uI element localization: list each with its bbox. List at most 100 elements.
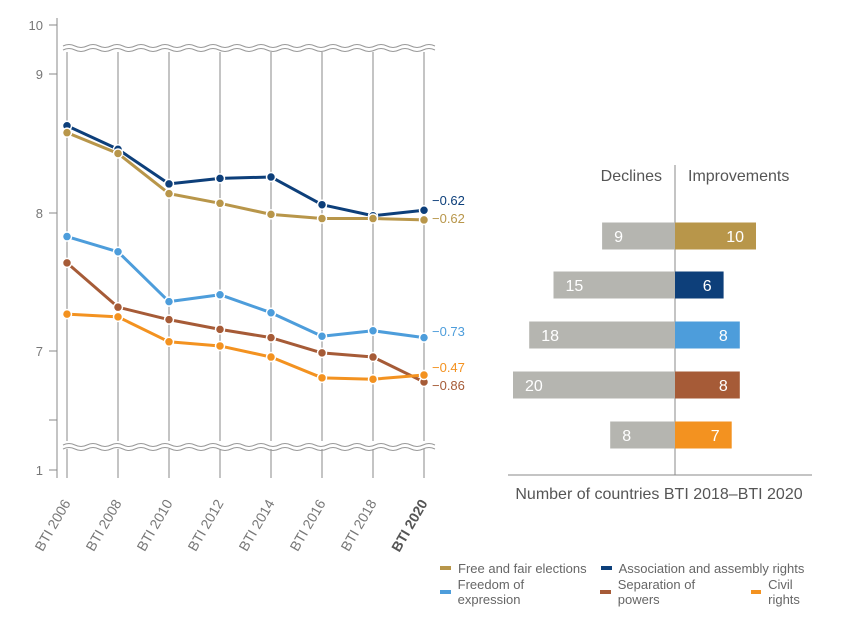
decline-value-label: 20 bbox=[525, 378, 543, 395]
data-point bbox=[214, 198, 226, 209]
bar-row-freedom-of-expression: 18 8 bbox=[529, 321, 740, 349]
bar-row-free-and-fair-elections: 9 10 bbox=[602, 222, 756, 250]
decline-bar bbox=[610, 421, 675, 449]
legend-item-association-and-assembly-rights: Association and assembly rights bbox=[600, 560, 805, 576]
legend-swatch bbox=[600, 590, 611, 594]
series-freedom-of-expression: −0.73 bbox=[61, 231, 465, 343]
decline-bar bbox=[513, 371, 675, 399]
decline-value-label: 8 bbox=[622, 428, 631, 445]
data-point bbox=[418, 214, 430, 226]
improvement-value-label: 8 bbox=[719, 328, 728, 345]
data-point bbox=[316, 331, 328, 342]
data-point bbox=[112, 246, 124, 258]
decline-bar bbox=[553, 271, 675, 299]
bar-row-association-and-assembly-rights: 15 6 bbox=[553, 271, 724, 299]
data-point bbox=[214, 324, 226, 335]
data-point bbox=[61, 231, 73, 242]
data-point bbox=[265, 332, 277, 343]
improvement-value-label: 7 bbox=[711, 428, 720, 445]
legend-item-freedom-of-expression: Freedom of expression bbox=[440, 577, 586, 607]
legend-label: Separation of powers bbox=[617, 577, 696, 607]
legend-row: Freedom of expression Separation of powe… bbox=[440, 577, 840, 607]
legend-label: Free and fair elections bbox=[458, 560, 587, 576]
change-label: −0.62 bbox=[432, 211, 465, 226]
improvement-value-label: 6 bbox=[703, 278, 712, 295]
improvement-bar bbox=[675, 421, 732, 449]
legend-swatch bbox=[440, 590, 451, 594]
data-point bbox=[61, 257, 73, 269]
data-point bbox=[163, 314, 175, 325]
data-point bbox=[61, 127, 73, 138]
data-point bbox=[163, 296, 175, 307]
decline-bar bbox=[529, 321, 675, 349]
improvement-bar bbox=[675, 321, 740, 349]
legend-label: Freedom of expression bbox=[457, 577, 525, 607]
series-line bbox=[66, 235, 425, 340]
data-point bbox=[265, 171, 277, 183]
legend-label: Civil rights bbox=[768, 577, 800, 607]
decline-bar bbox=[602, 222, 675, 250]
decline-value-label: 18 bbox=[541, 328, 559, 345]
improvement-bar bbox=[675, 271, 724, 299]
axis-break-top bbox=[62, 44, 436, 48]
data-point bbox=[214, 289, 226, 300]
change-label: −0.86 bbox=[432, 378, 465, 393]
improvement-bar bbox=[675, 371, 740, 399]
change-label: −0.73 bbox=[432, 324, 465, 339]
improvement-value-label: 10 bbox=[726, 229, 744, 246]
data-point bbox=[367, 351, 379, 363]
decline-value-label: 9 bbox=[614, 229, 623, 246]
data-point bbox=[112, 148, 124, 159]
axis-break-band bbox=[63, 42, 432, 50]
bar-row-separation-of-powers: 20 8 bbox=[513, 371, 740, 399]
y-tick-label: 10 bbox=[29, 18, 43, 33]
change-label: −0.62 bbox=[432, 193, 465, 208]
series-line bbox=[66, 124, 425, 218]
series-civil-rights: −0.47 bbox=[61, 308, 465, 385]
improvement-value-label: 8 bbox=[719, 378, 728, 395]
data-point bbox=[316, 213, 328, 224]
legend-item-free-and-fair-elections: Free and fair elections bbox=[440, 561, 587, 576]
legend-row: Free and fair elections Association and … bbox=[440, 556, 840, 580]
data-point bbox=[316, 372, 328, 384]
axis-break-band bbox=[63, 441, 432, 449]
axis-break-bottom bbox=[62, 443, 436, 447]
series-separation-of-powers: −0.86 bbox=[61, 257, 465, 393]
declines-header: Declines bbox=[601, 168, 662, 185]
data-point bbox=[265, 209, 277, 220]
series-line bbox=[66, 312, 425, 381]
legend-item-civil-rights: Civil rights bbox=[750, 577, 826, 607]
legend-item-separation-of-powers: Separation of powers bbox=[600, 577, 736, 607]
axis-break-top bbox=[62, 48, 436, 52]
improvement-bar bbox=[675, 222, 756, 250]
legend-swatch bbox=[750, 590, 762, 594]
y-tick-label: 7 bbox=[36, 344, 43, 359]
legend: Free and fair elections Association and … bbox=[440, 556, 840, 607]
data-point bbox=[367, 325, 379, 336]
series-free-and-fair-elections: −0.62 bbox=[61, 127, 465, 226]
data-point bbox=[367, 373, 379, 385]
y-tick-label: 9 bbox=[36, 67, 43, 82]
data-point bbox=[214, 340, 226, 352]
legend-label: Association and assembly rights bbox=[618, 560, 805, 576]
y-tick-label: 8 bbox=[36, 206, 43, 221]
legend-swatch bbox=[600, 566, 612, 570]
data-point bbox=[112, 311, 124, 323]
bar-x-axis-label: Number of countries BTI 2018–BTI 2020 bbox=[515, 486, 802, 503]
axis-break-bottom bbox=[62, 447, 436, 451]
change-label: −0.47 bbox=[432, 360, 465, 375]
legend-swatch bbox=[440, 566, 451, 570]
data-point bbox=[265, 351, 277, 363]
data-point bbox=[418, 332, 430, 343]
decline-value-label: 15 bbox=[566, 278, 584, 295]
data-point bbox=[316, 199, 328, 210]
series-line bbox=[66, 261, 425, 384]
data-point bbox=[367, 213, 379, 224]
data-point bbox=[163, 336, 175, 348]
y-tick-label: 1 bbox=[36, 463, 43, 478]
series-line bbox=[66, 131, 425, 222]
